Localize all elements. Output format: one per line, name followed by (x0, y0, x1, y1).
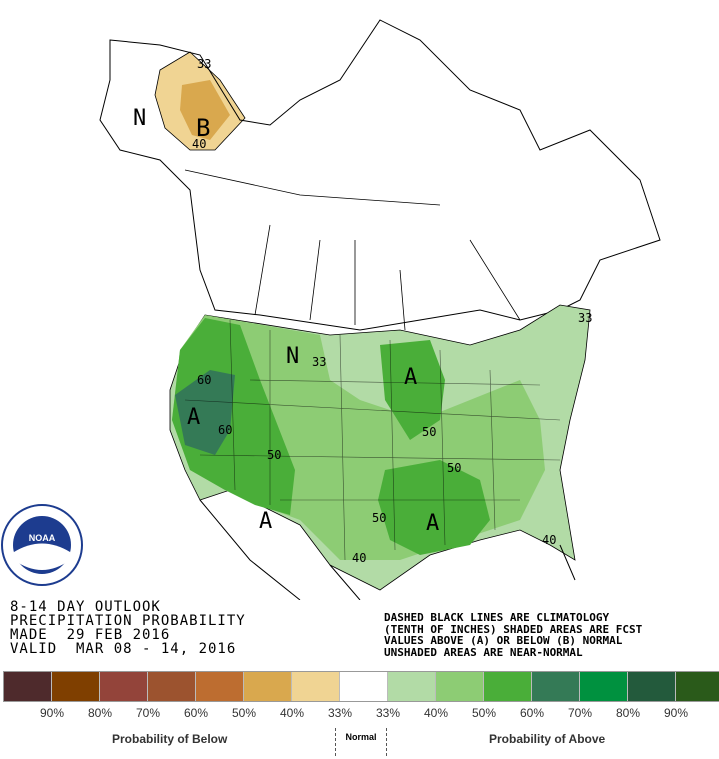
normal-label: Normal (335, 728, 387, 756)
legend-tick: 40% (423, 706, 449, 720)
legend-tick: 40% (279, 706, 305, 720)
probability-legend (3, 671, 719, 702)
legend-tick: 70% (135, 706, 161, 720)
us-borders (184, 319, 561, 561)
legend-swatch (484, 672, 532, 701)
noaa-logo: NOAA (1, 504, 83, 586)
legend-tick: 80% (87, 706, 113, 720)
legend-swatch (388, 672, 436, 701)
note-line-2: (TENTH OF INCHES) SHADED AREAS ARE FCST (384, 622, 643, 636)
map-label-a-west: A (187, 405, 200, 430)
map-label-33-northeast: 33 (578, 311, 592, 325)
canada-outline (99, 19, 661, 331)
legend-swatch (292, 672, 340, 701)
legend-tick: 33% (327, 706, 353, 720)
map-label-33-alaska: 33 (197, 57, 211, 71)
legend-swatch (52, 672, 100, 701)
title-valid-dates: VALID MAR 08 - 14, 2016 (10, 641, 237, 657)
map-label-a-south: A (426, 511, 439, 536)
legend-swatch (340, 672, 388, 701)
map-label-b-alaska: B (196, 114, 210, 142)
map-label-50-west: 50 (267, 448, 281, 462)
legend-swatch (244, 672, 292, 701)
map-label-n-alaska: N (133, 106, 146, 131)
legend-tick: 90% (663, 706, 689, 720)
legend-tick: 50% (231, 706, 257, 720)
title-made-date: MADE 29 FEB 2016 (10, 627, 171, 643)
legend-swatch (196, 672, 244, 701)
legend-swatch (580, 672, 628, 701)
noaa-logo-text: NOAA (29, 533, 56, 543)
legend-swatch (148, 672, 196, 701)
legend-tick: 90% (39, 706, 65, 720)
map-label-60-b: 60 (218, 423, 232, 437)
map-label-a-midwest: A (404, 365, 417, 390)
map-label-33-north: 33 (312, 355, 326, 369)
outlook-title: 8-14 DAY OUTLOOK PRECIPITATION PROBABILIT… (10, 600, 246, 656)
legend-swatch (436, 672, 484, 701)
legend-swatch (532, 672, 580, 701)
legend-swatch (628, 672, 676, 701)
us-above-50-south (378, 460, 490, 555)
legend-tick: 33% (375, 706, 401, 720)
legend-tick: 80% (615, 706, 641, 720)
map-label-n-north: N (286, 344, 299, 369)
map-label-a-southwest: A (259, 509, 272, 534)
legend-tick: 50% (471, 706, 497, 720)
map-label-50-south: 50 (372, 511, 386, 525)
us-above-50-midwest (380, 340, 445, 440)
note-line-4: UNSHADED AREAS ARE NEAR-NORMAL (384, 645, 583, 659)
legend-tick: 60% (519, 706, 545, 720)
legend-swatch (100, 672, 148, 701)
title-line-1: 8-14 DAY OUTLOOK (10, 599, 161, 615)
above-label: Probability of Above (489, 732, 606, 746)
below-label: Probability of Below (112, 732, 228, 746)
map-label-40-florida: 40 (542, 533, 556, 547)
legend-swatch (676, 672, 719, 701)
note-line-1: DASHED BLACK LINES ARE CLIMATOLOGY (384, 611, 610, 624)
note-line-3: VALUES ABOVE (A) OR BELOW (B) NORMAL (384, 634, 623, 647)
legend-tick: 60% (183, 706, 209, 720)
legend-tick: 70% (567, 706, 593, 720)
legend-swatch (4, 672, 52, 701)
map-label-40-alaska: 40 (192, 137, 206, 151)
map-notes: DASHED BLACK LINES ARE CLIMATOLOGY (TENTH… (384, 612, 642, 658)
us-above-60 (175, 370, 235, 455)
map-label-50-east-b: 50 (447, 461, 461, 475)
outlook-map: N B 33 40 N 33 A A 60 60 50 A 50 A 50 50… (1, 19, 661, 600)
us-above-50-west (172, 318, 295, 515)
map-label-40-texas: 40 (352, 551, 366, 565)
alaska-below-40 (180, 80, 230, 140)
title-line-2: PRECIPITATION PROBABILITY (10, 613, 246, 629)
map-label-50-east-a: 50 (422, 425, 436, 439)
map-label-60-a: 60 (197, 373, 211, 387)
